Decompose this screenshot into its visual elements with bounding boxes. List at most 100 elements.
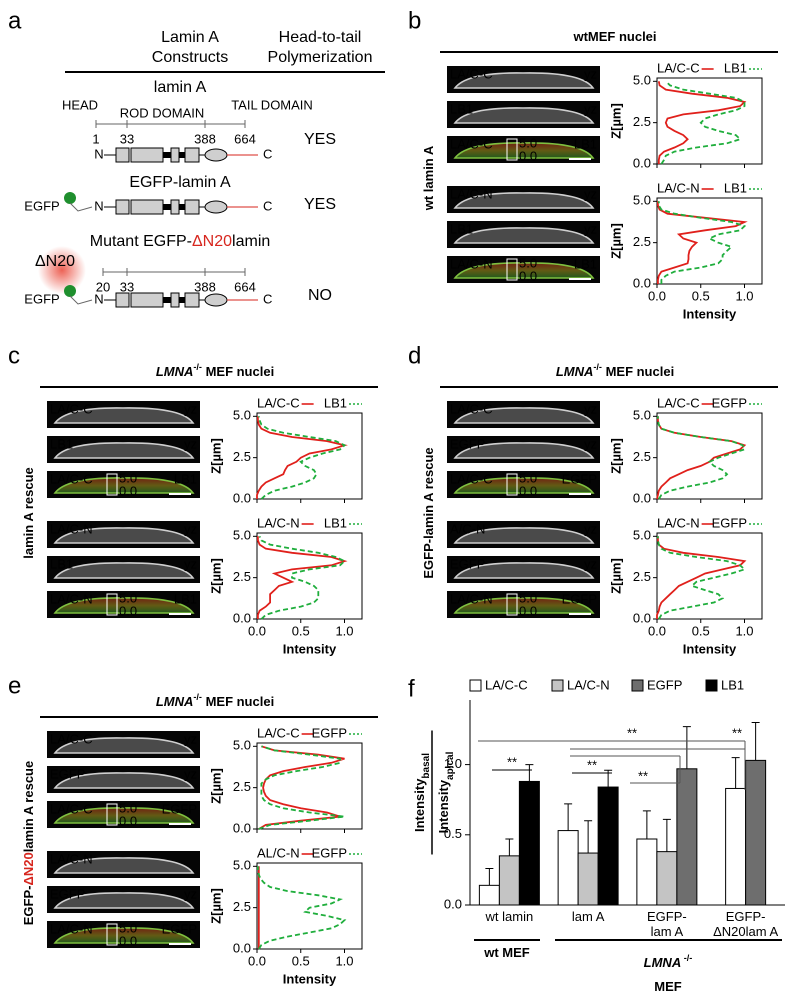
channel-label: LA/C-C xyxy=(50,401,93,416)
panel-label: a xyxy=(8,7,22,34)
legend-label: LA/C-C xyxy=(257,725,300,740)
x-tick-label: 0.0 xyxy=(648,623,666,638)
x-axis-label: Intensity xyxy=(283,641,337,656)
legend-label: LB1 xyxy=(721,677,744,692)
profile-line xyxy=(257,416,347,500)
legend-label: AL/C-N xyxy=(257,845,300,860)
scale-label: 0.0 xyxy=(119,483,137,498)
panel-title: LMNA-/- MEF nuclei xyxy=(156,362,274,379)
x-tick-label: EGFP-ΔN20lam A xyxy=(713,909,778,939)
y-label-part: Intensityapical xyxy=(436,751,456,833)
bar xyxy=(597,786,619,906)
domain-box xyxy=(184,147,200,163)
profile-line xyxy=(258,745,345,830)
c-terminus: C xyxy=(263,291,272,306)
scale-label: 0.0 xyxy=(119,603,137,618)
channel-label: yz xyxy=(184,521,197,536)
channel-label: yz xyxy=(184,886,197,901)
nucleus xyxy=(53,927,195,944)
channel-label: yz xyxy=(184,766,197,781)
y-tick-label: 0.0 xyxy=(633,155,651,170)
nucleus xyxy=(453,527,595,544)
x-tick-label: 1.0 xyxy=(735,288,753,303)
text-segment: Mutant EGFP- xyxy=(90,233,192,250)
scale-label: 5.0 xyxy=(519,470,537,485)
channel-label: yz xyxy=(184,436,197,451)
text-segment: LMNA xyxy=(644,955,682,970)
nucleus xyxy=(453,597,595,614)
legend-label: EGFP xyxy=(312,725,347,740)
scale-box xyxy=(106,923,118,946)
legend-label: LA/C-C xyxy=(257,395,300,410)
profile-line xyxy=(258,535,347,620)
channel-label: LA/C-C xyxy=(50,801,93,816)
egfp-linker xyxy=(69,295,93,305)
text-segment: wt MEF xyxy=(483,945,530,960)
scale-label: 5.0 xyxy=(119,590,137,605)
egfp-bead xyxy=(64,192,76,204)
nucleus xyxy=(53,407,195,424)
text-segment: Intensity xyxy=(436,779,451,833)
label-line: EGFP- xyxy=(647,909,687,924)
domain-box xyxy=(130,199,164,215)
text-segment: ΔN20 xyxy=(21,852,36,885)
column-header: Lamin A xyxy=(161,29,219,46)
y-tick-label: 2.5 xyxy=(233,779,251,794)
label-line: lam A xyxy=(651,924,684,939)
scale-box xyxy=(106,473,118,496)
scale-label: 0.0 xyxy=(119,933,137,948)
domain-box xyxy=(115,292,130,308)
legend-swatch xyxy=(705,679,718,692)
y-axis-label: Z[µm] xyxy=(608,558,623,594)
nucleus xyxy=(453,407,595,424)
column-header: Polymerization xyxy=(268,49,373,66)
profile-line xyxy=(657,201,747,284)
scale-label: 5.0 xyxy=(119,800,137,815)
panel-label: f xyxy=(408,675,415,702)
channel-label: LA/C-N xyxy=(50,591,93,606)
group-label: LMNA -/- xyxy=(644,953,693,970)
egfp-tag: EGFP xyxy=(24,198,59,213)
legend-label: LB1 xyxy=(724,180,747,195)
scale-label: 0.0 xyxy=(519,268,537,283)
channel-label: yz xyxy=(584,521,597,536)
y-tick-label: 0.0 xyxy=(233,610,251,625)
scale-box xyxy=(506,258,518,281)
y-tick-label: 0.0 xyxy=(633,610,651,625)
channel-label: yz xyxy=(584,186,597,201)
linker-box xyxy=(179,152,185,158)
profile-line xyxy=(258,745,345,830)
channel-label: LA/C-C xyxy=(50,471,93,486)
side-label: EGFP-ΔN20lamin A rescue xyxy=(21,761,36,925)
bar xyxy=(518,780,540,906)
error-bar xyxy=(525,764,534,782)
x-tick-label: 0.0 xyxy=(248,953,266,968)
bar xyxy=(636,838,658,906)
y-tick-label: 2.5 xyxy=(233,899,251,914)
legend-label: LB1 xyxy=(324,395,347,410)
egfp-linker xyxy=(69,202,93,212)
scale-box xyxy=(506,473,518,496)
domain-box xyxy=(184,292,200,308)
construct-title: lamin A xyxy=(154,79,207,96)
text-segment: lamin xyxy=(232,233,270,250)
significance-mark: ** xyxy=(507,754,517,769)
channel-label: LA/C-C xyxy=(450,471,493,486)
channel-label: yz xyxy=(584,66,597,81)
legend-label: EGFP xyxy=(312,845,347,860)
y-tick-label: 5.0 xyxy=(633,528,651,543)
x-tick-label: 0.5 xyxy=(292,623,310,638)
channel-label: EGFP xyxy=(50,886,85,901)
y-tick-label: 5.0 xyxy=(633,408,651,423)
plot-frame xyxy=(256,742,363,830)
scale-box xyxy=(506,138,518,161)
legend-label: LA/C-N xyxy=(657,515,700,530)
polymerization-result: NO xyxy=(308,287,332,304)
y-tick-label: 0.0 xyxy=(444,896,462,911)
channel-label: LB1 xyxy=(574,256,597,271)
profile-line xyxy=(657,416,746,500)
n-terminus: N xyxy=(94,146,103,161)
text-segment: MEF nuclei xyxy=(602,364,674,379)
